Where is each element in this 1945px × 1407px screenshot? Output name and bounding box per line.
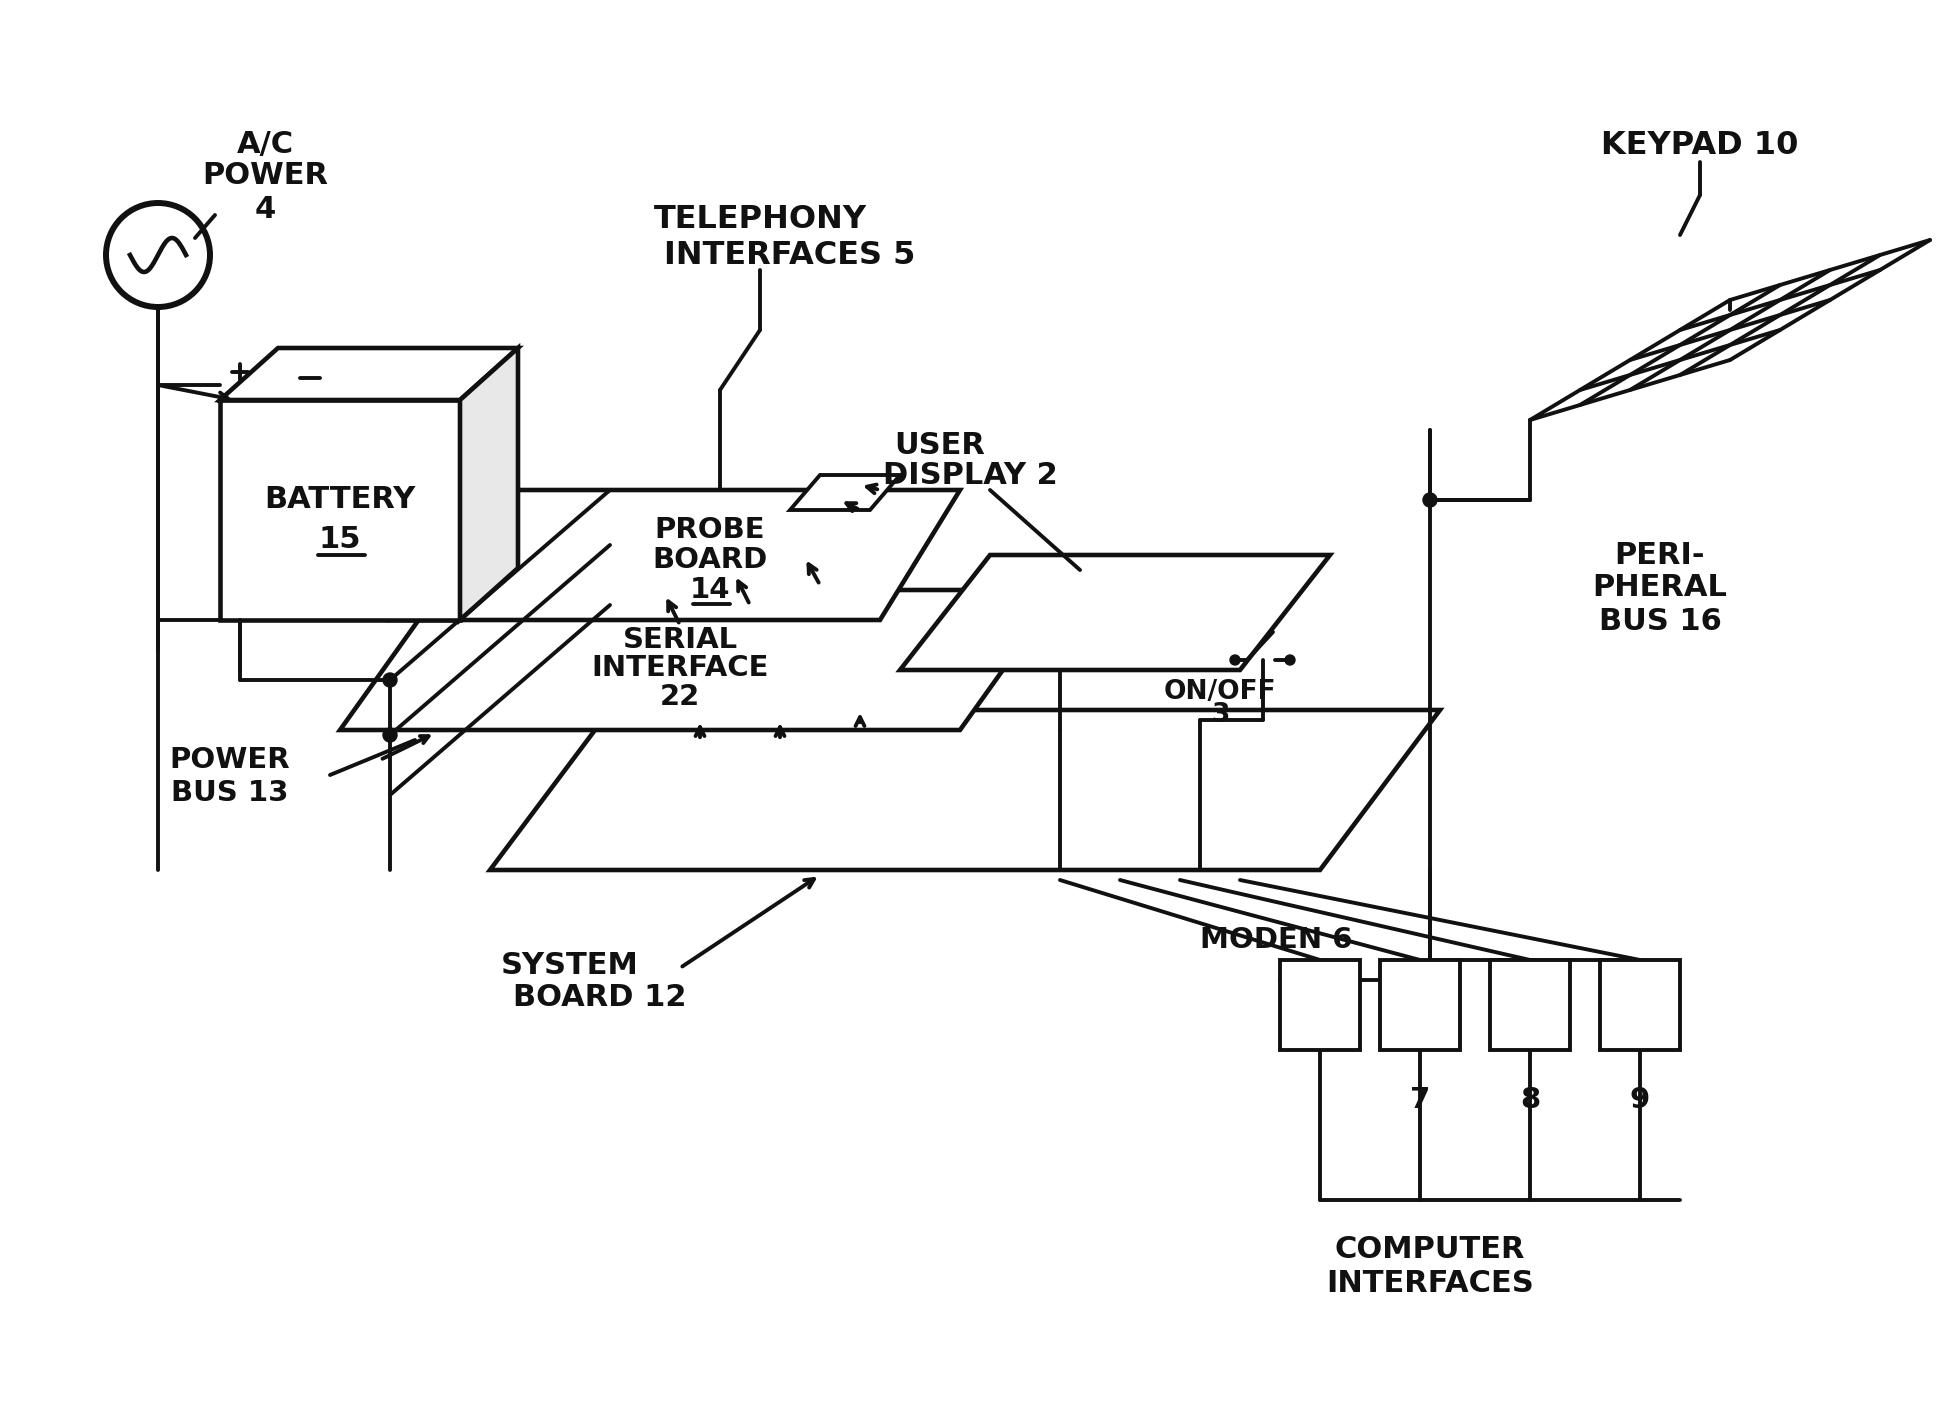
Text: 8: 8 [1519, 1086, 1540, 1114]
Bar [1280, 960, 1360, 1050]
Text: 3: 3 [1212, 702, 1229, 727]
Polygon shape [490, 711, 1439, 870]
Text: 9: 9 [1630, 1086, 1649, 1114]
Text: BUS 13: BUS 13 [171, 779, 288, 808]
Polygon shape [391, 490, 961, 620]
Text: BOARD: BOARD [652, 546, 768, 574]
Text: PERI-: PERI- [1614, 540, 1706, 570]
Text: INTERFACES 5: INTERFACES 5 [665, 239, 916, 270]
Polygon shape [790, 476, 901, 509]
Circle shape [1286, 656, 1295, 666]
Text: TELEPHONY: TELEPHONY [654, 204, 867, 235]
Text: PHERAL: PHERAL [1593, 574, 1727, 602]
Text: 4: 4 [255, 196, 276, 225]
Text: POWER: POWER [169, 746, 290, 774]
Circle shape [1229, 656, 1241, 666]
Polygon shape [220, 348, 517, 400]
Circle shape [383, 727, 397, 741]
Text: SERIAL: SERIAL [622, 626, 737, 654]
Text: POWER: POWER [202, 160, 329, 190]
Text: INTERFACE: INTERFACE [591, 654, 768, 682]
Polygon shape [901, 554, 1330, 670]
Text: DISPLAY 2: DISPLAY 2 [883, 460, 1058, 490]
Text: ON/OFF: ON/OFF [1163, 680, 1276, 705]
Text: SYSTEM: SYSTEM [502, 951, 640, 979]
Text: COMPUTER: COMPUTER [1334, 1235, 1525, 1265]
Circle shape [1424, 492, 1437, 507]
Bar [1601, 960, 1680, 1050]
Text: 22: 22 [659, 682, 700, 711]
Polygon shape [220, 400, 461, 620]
Circle shape [383, 673, 397, 687]
Text: A/C: A/C [237, 131, 294, 159]
Bar [1381, 960, 1461, 1050]
Text: BUS 16: BUS 16 [1599, 606, 1721, 636]
Text: BOARD 12: BOARD 12 [513, 983, 687, 1013]
Text: PROBE: PROBE [655, 516, 764, 545]
Text: USER: USER [895, 431, 986, 460]
Polygon shape [461, 348, 517, 620]
Text: INTERFACES: INTERFACES [1326, 1269, 1535, 1297]
Text: 14: 14 [690, 575, 729, 604]
Polygon shape [340, 590, 1060, 730]
Bar [1490, 960, 1570, 1050]
Text: BATTERY: BATTERY [265, 485, 416, 515]
Text: MODEN 6: MODEN 6 [1200, 926, 1352, 954]
Text: 15: 15 [319, 525, 362, 554]
Text: 7: 7 [1410, 1086, 1430, 1114]
Text: KEYPAD 10: KEYPAD 10 [1601, 129, 1799, 160]
